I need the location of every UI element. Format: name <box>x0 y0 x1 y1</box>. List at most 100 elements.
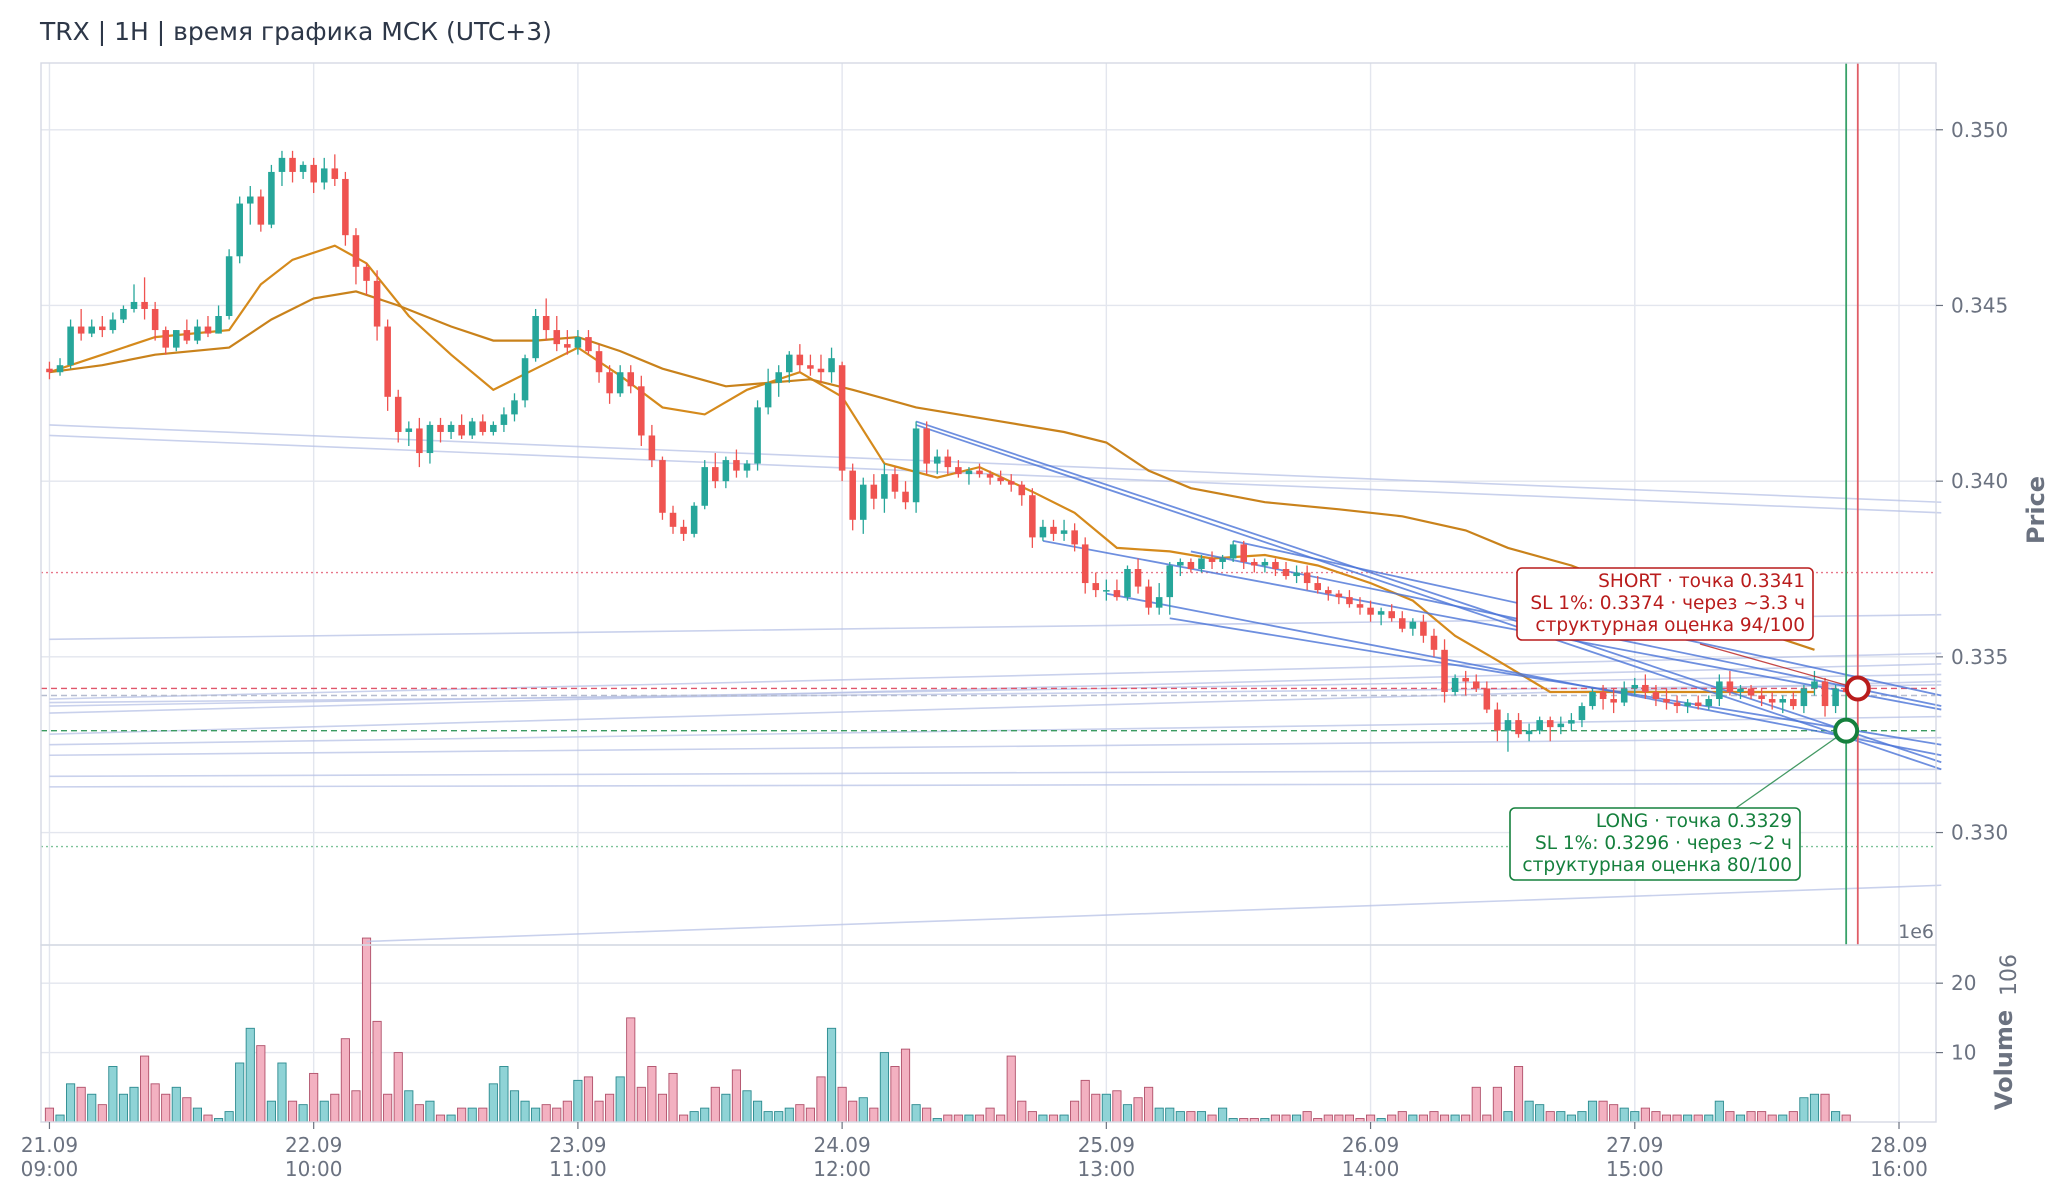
volume-bar <box>1418 1114 1428 1123</box>
faint-trend-line <box>49 424 1942 504</box>
volume-bar <box>488 1083 498 1123</box>
candle-body <box>1293 572 1300 577</box>
candle-body <box>733 460 740 471</box>
volume-bar <box>879 1052 889 1123</box>
volume-bars <box>44 937 1851 1123</box>
candle-body <box>1525 730 1533 735</box>
candle-body <box>1737 688 1744 692</box>
volume-bar <box>869 1107 879 1123</box>
volume-bar <box>140 1055 150 1123</box>
volume-bar <box>108 1066 118 1123</box>
volume-bar <box>266 1100 276 1123</box>
x-tick-date: 23.09 <box>549 1133 606 1157</box>
faint-trend-line <box>49 768 1942 778</box>
x-tick-time: 13:00 <box>1078 1157 1136 1181</box>
volume-bar <box>647 1066 657 1123</box>
candle-body <box>458 424 465 436</box>
volume-bar <box>615 1076 625 1123</box>
volume-bar <box>531 1107 541 1123</box>
volume-tick-label: 10 <box>1951 1041 1976 1065</box>
candle-body <box>1346 597 1353 605</box>
volume-bar <box>1556 1111 1566 1123</box>
volume-bar <box>996 1114 1006 1123</box>
volume-bar <box>1439 1114 1450 1123</box>
candle-body <box>1705 699 1713 707</box>
candle-body <box>1124 569 1131 598</box>
volume-bar <box>1841 1114 1851 1123</box>
candle-body <box>1029 495 1036 538</box>
candle-body <box>659 460 666 513</box>
candle-body <box>342 178 349 236</box>
candle-body <box>944 456 952 468</box>
volume-bar <box>499 1066 509 1123</box>
candle-body <box>965 470 973 475</box>
volume-bar <box>710 1086 720 1123</box>
volume-bar <box>731 1069 742 1123</box>
candle-body <box>743 463 751 471</box>
candle-body <box>1673 702 1681 707</box>
candle-body <box>204 326 212 334</box>
candle-body <box>1335 593 1343 598</box>
candle-body <box>881 474 888 499</box>
volume-bar <box>457 1107 467 1123</box>
volume-bar <box>351 1090 361 1123</box>
candle-body <box>141 301 148 309</box>
volume-bar <box>1112 1090 1122 1123</box>
candle-body <box>638 386 645 436</box>
x-tick-date: 25.09 <box>1078 1133 1135 1157</box>
short-signal-marker <box>1844 675 1871 702</box>
volume-bar <box>425 1100 435 1123</box>
candle-body <box>77 326 85 334</box>
volume-bar <box>1725 1111 1735 1123</box>
candle-body <box>1790 699 1797 707</box>
volume-bar <box>319 1100 329 1123</box>
volume-bar <box>858 1097 868 1123</box>
volume-bar <box>1334 1114 1344 1123</box>
volume-bar <box>700 1107 710 1123</box>
candle-body <box>648 435 656 461</box>
volume-bar <box>1017 1100 1027 1123</box>
long-signal-box <box>1509 807 1801 881</box>
candle-body <box>1081 544 1089 584</box>
volume-bar <box>890 1066 900 1123</box>
x-tick-date: 28.09 <box>1870 1133 1927 1157</box>
volume-bar <box>1693 1114 1703 1123</box>
candle-body <box>1832 688 1839 707</box>
volume-bar <box>224 1111 234 1123</box>
volume-bar <box>1503 1111 1513 1123</box>
long-signal-text: структурная оценка 80/100 <box>1522 855 1792 876</box>
candle-body <box>405 428 413 432</box>
candle-body <box>1494 709 1501 731</box>
candle-body <box>521 358 529 401</box>
volume-bar <box>340 1038 350 1123</box>
volume-bar <box>1778 1114 1788 1123</box>
volume-bar <box>435 1114 446 1123</box>
price-tick-label: 0.345 <box>1951 293 2008 317</box>
volume-bar <box>1048 1114 1059 1123</box>
volume-bar <box>626 1017 636 1123</box>
candle-body <box>352 235 360 267</box>
volume-bar <box>805 1107 815 1123</box>
x-tick-date: 24.09 <box>813 1133 870 1157</box>
volume-bar <box>1027 1111 1037 1123</box>
long-signal-text: SL 1%: 0.3296 · через ~2 ч <box>1535 833 1792 854</box>
price-offset-label: 1e6 <box>1898 921 1934 943</box>
x-tick-time: 10:00 <box>285 1157 343 1181</box>
horizontal-levels <box>41 571 1936 848</box>
candle-body <box>1409 621 1417 629</box>
volume-bar <box>171 1086 181 1123</box>
candle-body <box>1177 561 1184 566</box>
candle-body <box>1113 590 1121 598</box>
volume-bar <box>277 1062 287 1123</box>
volume-bar <box>1207 1114 1217 1123</box>
candlesticks <box>46 150 1850 752</box>
volume-bar <box>1757 1111 1767 1123</box>
volume-bar <box>1461 1114 1471 1123</box>
volume-bar <box>404 1090 414 1123</box>
volume-bar <box>1059 1114 1069 1123</box>
volume-bar <box>1365 1114 1376 1123</box>
volume-bar <box>1609 1104 1619 1123</box>
candle-body <box>997 477 1004 482</box>
candle-body <box>1462 677 1469 682</box>
